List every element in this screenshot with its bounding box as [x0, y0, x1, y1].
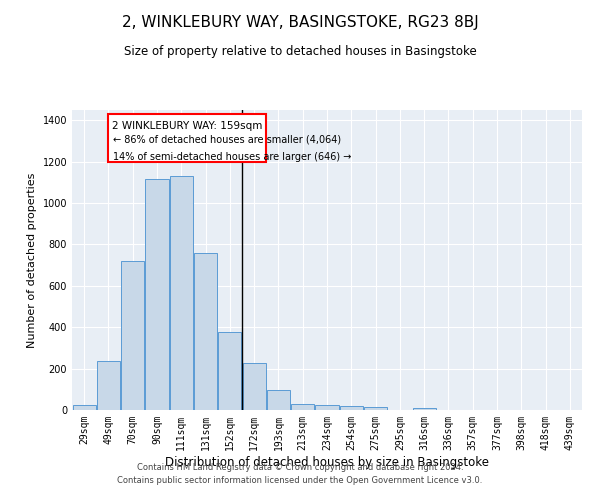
Bar	[291, 404, 314, 410]
Bar	[316, 406, 338, 410]
Bar	[121, 261, 144, 410]
X-axis label: Distribution of detached houses by size in Basingstoke: Distribution of detached houses by size …	[165, 456, 489, 468]
Bar	[218, 332, 241, 410]
Text: 2, WINKLEBURY WAY, BASINGSTOKE, RG23 8BJ: 2, WINKLEBURY WAY, BASINGSTOKE, RG23 8BJ	[122, 15, 478, 30]
Text: Size of property relative to detached houses in Basingstoke: Size of property relative to detached ho…	[124, 45, 476, 58]
Text: 2 WINKLEBURY WAY: 159sqm: 2 WINKLEBURY WAY: 159sqm	[112, 122, 263, 132]
Y-axis label: Number of detached properties: Number of detached properties	[27, 172, 37, 348]
Bar	[267, 390, 290, 410]
Bar	[242, 364, 266, 410]
Bar	[413, 408, 436, 410]
Bar	[170, 176, 193, 410]
Bar	[97, 362, 120, 410]
Text: Contains HM Land Registry data © Crown copyright and database right 2024.
Contai: Contains HM Land Registry data © Crown c…	[118, 464, 482, 485]
Bar	[364, 407, 387, 410]
Bar	[73, 405, 95, 410]
Bar	[145, 180, 169, 410]
Text: 14% of semi-detached houses are larger (646) →: 14% of semi-detached houses are larger (…	[113, 152, 352, 162]
Bar	[194, 253, 217, 410]
FancyBboxPatch shape	[109, 114, 266, 162]
Text: ← 86% of detached houses are smaller (4,064): ← 86% of detached houses are smaller (4,…	[113, 135, 341, 145]
Bar	[340, 406, 363, 410]
